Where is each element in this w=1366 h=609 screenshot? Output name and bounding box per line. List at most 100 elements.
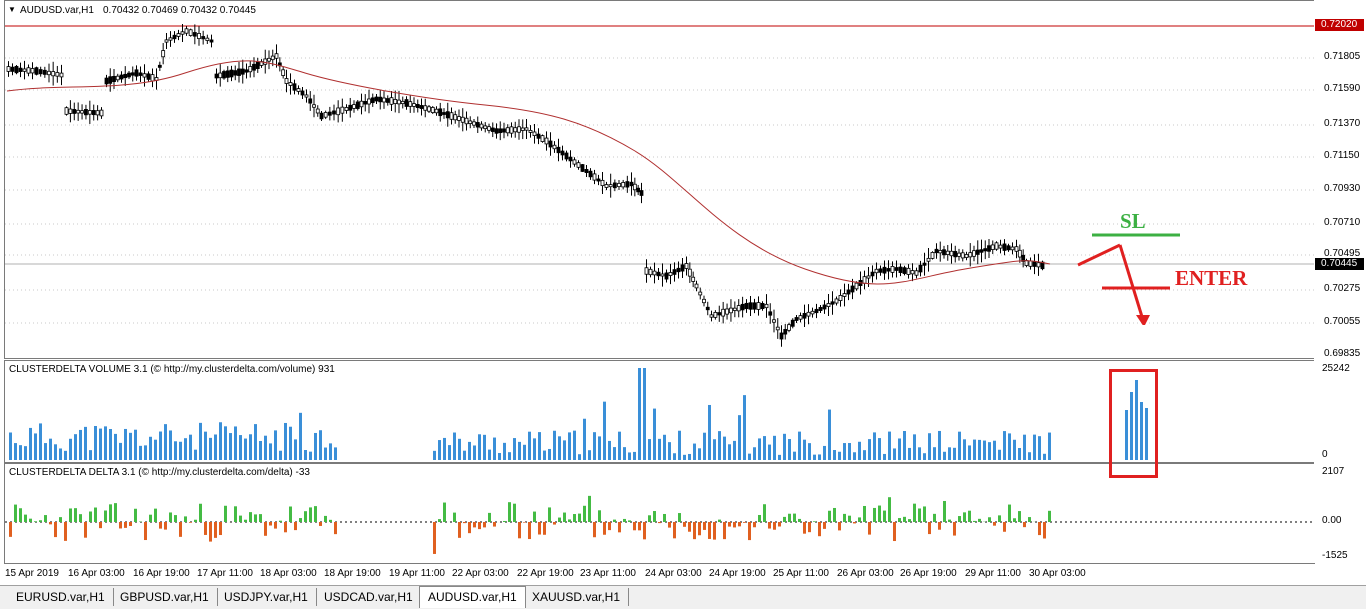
candle-body xyxy=(282,70,285,76)
delta-bar xyxy=(998,515,1001,522)
delta-bar xyxy=(933,514,936,522)
volume-bar xyxy=(109,429,112,460)
time-tick-label: 25 Apr 11:00 xyxy=(773,568,829,579)
volume-bar xyxy=(903,431,906,460)
volume-bar xyxy=(523,445,526,460)
volume-bar xyxy=(898,438,901,460)
volume-bar xyxy=(763,436,766,460)
tab-usdcad[interactable]: USDCAD.var,H1 xyxy=(316,588,422,606)
volume-bar xyxy=(598,436,601,460)
time-tick-label: 22 Apr 03:00 xyxy=(452,568,509,579)
delta-bar xyxy=(603,522,606,535)
candle-body xyxy=(605,185,608,188)
candle-body xyxy=(238,69,241,76)
delta-bar xyxy=(1038,522,1041,535)
candle-body xyxy=(454,115,457,120)
candle-body xyxy=(695,284,698,288)
candle-body xyxy=(669,272,672,275)
delta-bar xyxy=(753,522,756,527)
volume-bar xyxy=(1003,431,1006,460)
delta-bar xyxy=(99,522,102,528)
volume-bar xyxy=(538,432,541,460)
time-tick-label: 16 Apr 19:00 xyxy=(133,568,190,579)
candle-body xyxy=(88,111,91,115)
volume-bar xyxy=(498,453,501,460)
delta-bar xyxy=(34,521,37,522)
candle-body xyxy=(488,127,491,131)
delta-bar xyxy=(993,522,996,526)
volume-bar xyxy=(573,431,576,460)
volume-bar xyxy=(863,450,866,460)
volume-bar xyxy=(738,415,741,460)
delta-bar xyxy=(663,514,666,522)
delta-indicator-panel[interactable]: CLUSTERDELTA DELTA 3.1 (© http://my.clus… xyxy=(4,463,1315,564)
tab-audusd[interactable]: AUDUSD.var,H1 xyxy=(419,586,526,608)
volume-bar xyxy=(693,444,696,460)
tab-usdjpy[interactable]: USDJPY.var,H1 xyxy=(216,588,317,606)
delta-bar xyxy=(164,522,167,530)
candle-body xyxy=(431,107,434,112)
candle-body xyxy=(835,299,838,303)
candle-body xyxy=(43,70,46,74)
volume-bar xyxy=(34,433,37,460)
price-tick-label: 0.71590 xyxy=(1324,83,1360,94)
candle-body xyxy=(714,312,717,317)
candle-body xyxy=(807,312,810,316)
volume-bar xyxy=(488,450,491,460)
price-tick-label: 0.70930 xyxy=(1324,183,1360,194)
candle-body xyxy=(950,251,953,255)
delta-bar xyxy=(239,516,242,522)
time-tick-label: 29 Apr 11:00 xyxy=(965,568,1021,579)
candle-body xyxy=(773,320,776,322)
candle-body xyxy=(424,106,427,110)
candle-body xyxy=(409,102,412,107)
candle-body xyxy=(681,265,684,271)
delta-bar xyxy=(1008,505,1011,522)
tab-xauusd[interactable]: XAUUSD.var,H1 xyxy=(524,588,629,606)
volume-bar xyxy=(24,446,27,460)
tab-eurusd[interactable]: EURUSD.var,H1 xyxy=(8,588,114,606)
volume-bar xyxy=(893,448,896,460)
candle-body xyxy=(795,317,798,320)
delta-bar xyxy=(653,511,656,522)
volume-bar xyxy=(304,450,307,460)
candle-body xyxy=(202,36,205,38)
candle-body xyxy=(69,109,72,113)
candle-body xyxy=(891,266,894,272)
volume-bar xyxy=(988,442,991,460)
candle-body xyxy=(839,295,842,300)
volume-bar xyxy=(139,446,142,460)
delta-bar xyxy=(443,503,446,522)
delta-bar xyxy=(748,522,751,540)
delta-bar xyxy=(773,522,776,530)
candle-body xyxy=(7,67,10,72)
time-tick-label: 26 Apr 03:00 xyxy=(837,568,894,579)
candle-body xyxy=(52,72,55,76)
volume-bar xyxy=(453,433,456,460)
volume-bar xyxy=(733,441,736,460)
volume-bar xyxy=(49,439,52,460)
candle-body xyxy=(799,316,802,320)
volume-bar xyxy=(39,423,42,460)
candle-body xyxy=(969,253,972,257)
volume-bar xyxy=(129,433,132,460)
volume-bar xyxy=(553,431,556,460)
tab-gbpusd[interactable]: GBPUSD.var,H1 xyxy=(112,588,218,606)
chart-title-arrow-icon[interactable]: ▼ xyxy=(8,5,16,14)
delta-bar xyxy=(329,520,332,522)
delta-bar xyxy=(788,514,791,522)
volume-bar xyxy=(938,431,941,460)
delta-bar xyxy=(568,519,571,522)
volume-bar xyxy=(618,432,621,460)
volume-bar xyxy=(503,443,506,460)
delta-bar xyxy=(274,522,277,529)
candle-body xyxy=(469,121,472,124)
candle-body xyxy=(35,68,38,75)
volume-bar xyxy=(998,450,1001,460)
time-tick-label: 19 Apr 11:00 xyxy=(389,568,445,579)
volume-bar xyxy=(593,432,596,460)
volume-bar xyxy=(9,433,12,460)
volume-bar xyxy=(99,429,102,460)
delta-bar xyxy=(309,507,312,522)
candle-body xyxy=(328,112,331,115)
